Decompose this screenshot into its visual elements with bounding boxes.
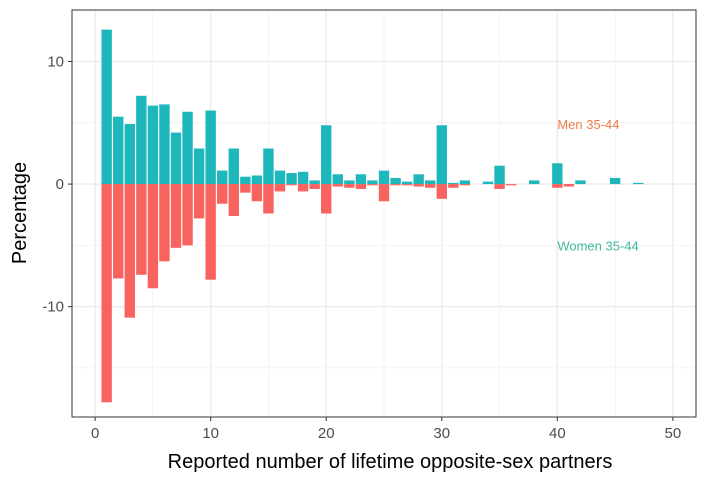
bar-negative (321, 184, 332, 214)
bar-positive (552, 163, 563, 185)
y-tick-label: -10 (42, 299, 64, 316)
y-tick-label: 0 (56, 176, 64, 193)
bar-positive (193, 148, 205, 185)
bar-negative (367, 184, 378, 186)
bar-positive (355, 174, 367, 185)
bar-positive (378, 170, 390, 185)
bar-positive (170, 132, 182, 185)
bar-negative (390, 184, 401, 186)
x-tick-label: 40 (549, 425, 566, 442)
bar-negative (436, 184, 447, 199)
bar-negative (297, 184, 309, 192)
bar-positive (609, 177, 621, 185)
bar-positive (217, 170, 228, 185)
x-tick-label: 20 (318, 425, 335, 442)
x-tick-label: 0 (91, 425, 99, 442)
bar-positive (413, 174, 424, 185)
axis-ticks: 0 10 20 30 40 50 -10 0 10 (42, 53, 681, 442)
bar-positive (182, 111, 193, 185)
bar-negative (552, 184, 563, 188)
bar-negative (251, 184, 263, 202)
bar-negative (205, 184, 216, 280)
bar-positive (113, 116, 124, 185)
bar-positive (263, 148, 274, 185)
bar-negative (263, 184, 274, 214)
bar-negative (124, 184, 135, 318)
bar-positive (482, 181, 494, 185)
bar-positive (286, 173, 297, 185)
bar-negative (136, 184, 147, 275)
bar-positive (205, 110, 216, 185)
bar-negative (217, 184, 228, 204)
bar-positive (297, 171, 309, 185)
x-tick-label: 50 (665, 425, 682, 442)
bar-negative (240, 184, 251, 193)
bar-negative (332, 184, 343, 187)
bar-positive (240, 176, 251, 185)
bar-positive (390, 177, 401, 185)
bar-negative (378, 184, 390, 202)
bar-positive (367, 180, 378, 185)
bar-negative (113, 184, 124, 279)
bar-positive (401, 181, 413, 185)
bar-positive (529, 180, 540, 185)
bar-negative (494, 184, 505, 189)
bar-negative (274, 184, 286, 192)
bar-negative (101, 184, 112, 403)
bar-positive (448, 182, 459, 185)
annotation-label: Men 35-44 (557, 117, 619, 132)
bar-negative (159, 184, 170, 262)
x-axis-title: Reported number of lifetime opposite-sex… (168, 451, 613, 473)
annotation-label: Women 35-44 (557, 239, 638, 254)
bar-positive (309, 180, 320, 185)
bar-negative (228, 184, 239, 216)
bar-negative (459, 184, 471, 186)
bar-negative (425, 184, 436, 188)
bar-negative (413, 184, 424, 187)
bar-negative (563, 184, 575, 187)
bar-negative (182, 184, 193, 246)
bar-positive (228, 148, 239, 185)
bar-negative (344, 184, 355, 188)
bar-positive (436, 125, 447, 185)
bar-positive (321, 125, 332, 185)
bar-negative (401, 184, 413, 186)
bar-positive (344, 180, 355, 185)
bar-negative (309, 184, 320, 189)
x-tick-label: 30 (433, 425, 450, 442)
bar-negative (448, 184, 459, 188)
bar-positive (633, 182, 644, 185)
y-axis-title: Percentage (9, 162, 31, 264)
bar-negative (286, 184, 297, 186)
bar-positive (101, 29, 112, 185)
bars (101, 29, 644, 403)
bar-positive (575, 180, 586, 185)
bar-positive (124, 124, 135, 185)
bar-positive (425, 180, 436, 185)
bar-negative (355, 184, 367, 189)
annotations: Men 35-44 Women 35-44 (557, 117, 638, 253)
bar-positive (147, 105, 159, 185)
y-tick-label: 10 (47, 53, 64, 70)
bar-positive (251, 175, 263, 185)
bar-negative (193, 184, 205, 219)
bar-positive (332, 174, 343, 185)
bar-negative (505, 184, 517, 186)
panel-border (71, 9, 697, 418)
x-tick-label: 10 (202, 425, 219, 442)
bar-positive (459, 180, 471, 185)
bar-positive (274, 170, 286, 185)
bar-positive (136, 95, 147, 185)
bar-positive (494, 165, 505, 185)
bar-positive (159, 104, 170, 185)
bar-negative (170, 184, 182, 248)
bar-negative (147, 184, 159, 289)
